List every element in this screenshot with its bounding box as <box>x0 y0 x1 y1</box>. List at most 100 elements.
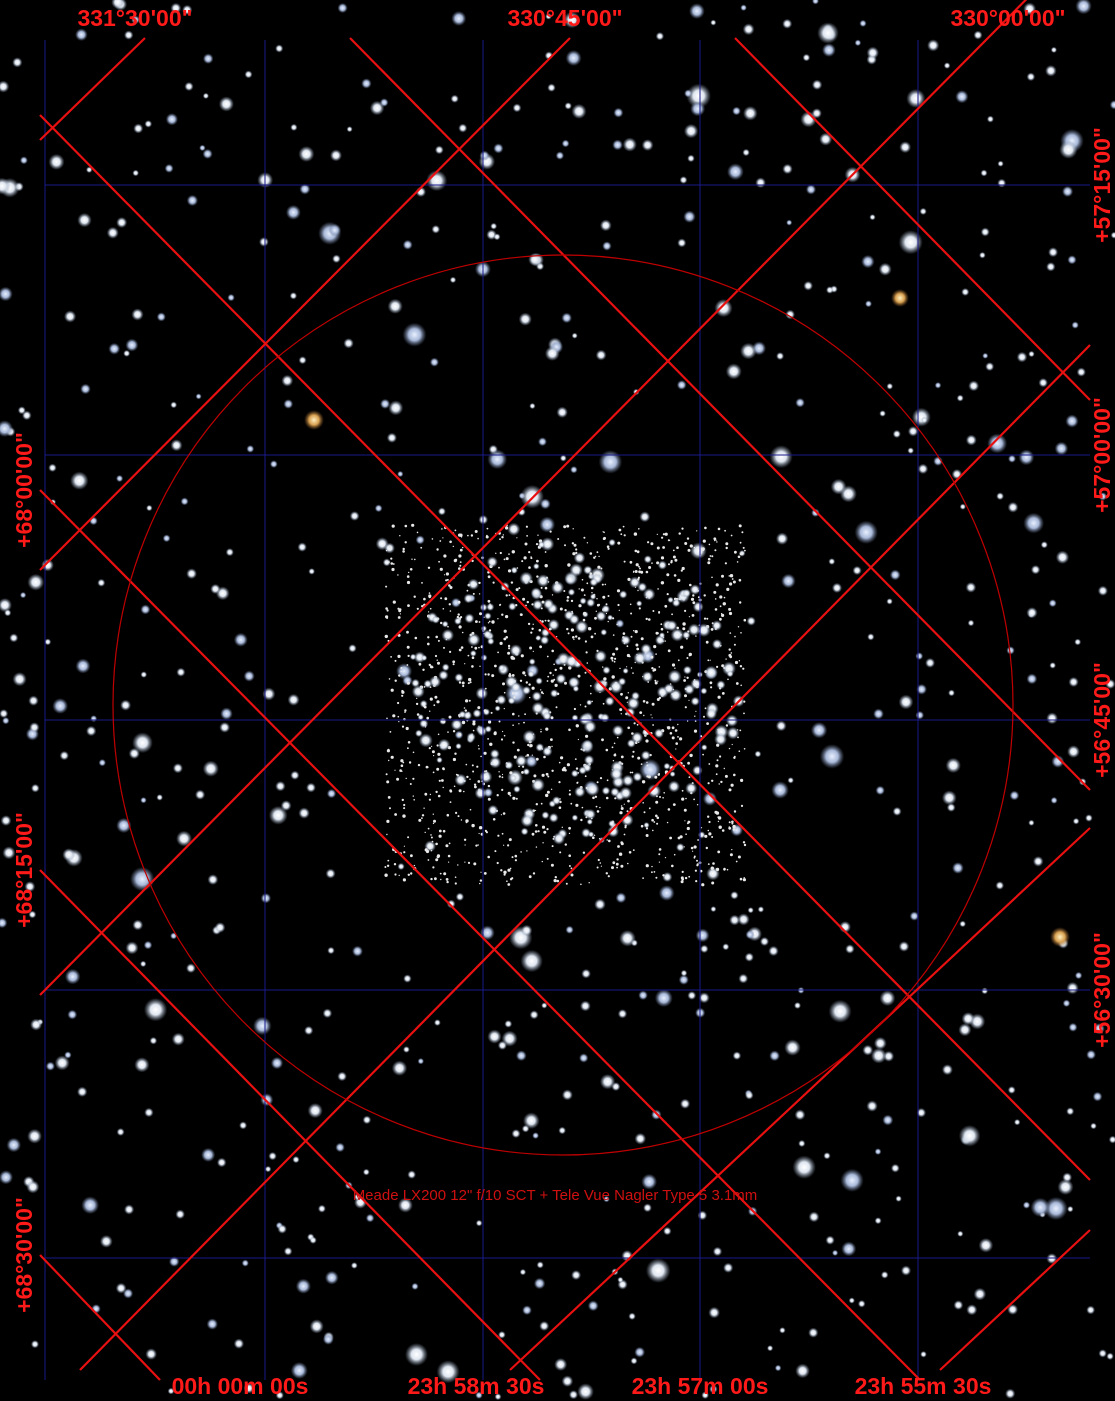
star <box>808 1327 819 1338</box>
cluster-star <box>540 635 550 645</box>
star <box>1106 1352 1114 1361</box>
cluster-star <box>546 857 549 860</box>
star <box>22 410 32 421</box>
star <box>594 898 606 911</box>
cluster-star <box>453 785 456 788</box>
cluster-star <box>421 605 424 608</box>
cluster-star <box>435 842 438 846</box>
cluster-star <box>578 604 582 608</box>
cluster-star <box>642 802 644 804</box>
star <box>826 286 834 294</box>
cluster-star <box>711 555 714 558</box>
cluster-star <box>735 860 738 863</box>
cluster-star <box>619 708 623 712</box>
cluster-star <box>612 634 615 636</box>
cluster-star <box>414 636 418 640</box>
star <box>857 1300 866 1308</box>
cluster-star <box>609 767 624 781</box>
cluster-star <box>668 563 670 566</box>
cluster-star <box>391 524 395 528</box>
star <box>663 1226 672 1236</box>
cluster-star <box>653 668 657 672</box>
cluster-star <box>591 592 593 594</box>
star <box>617 1276 624 1283</box>
cluster-star <box>732 580 736 584</box>
star <box>1005 1388 1016 1399</box>
cluster-star <box>411 558 413 560</box>
cluster-star <box>740 684 742 687</box>
cluster-star <box>473 862 477 866</box>
cluster-star <box>566 627 569 631</box>
cluster-star <box>455 743 462 750</box>
cluster-star <box>703 715 705 718</box>
cluster-star <box>400 667 403 669</box>
red-line <box>39 114 1091 1181</box>
star <box>874 1217 882 1225</box>
cluster-star <box>442 608 445 610</box>
cluster-star <box>554 876 557 879</box>
cluster-star <box>479 665 481 667</box>
star <box>785 309 795 320</box>
star <box>532 1132 539 1139</box>
star <box>326 788 337 799</box>
cluster-star <box>711 620 723 631</box>
cluster-star <box>570 867 573 870</box>
cluster-star <box>551 649 554 653</box>
cluster-star <box>489 756 502 769</box>
cluster-star <box>660 556 665 560</box>
star <box>898 694 914 710</box>
cluster-star <box>688 699 690 701</box>
star <box>561 1375 574 1387</box>
cluster-star <box>656 816 660 820</box>
star <box>275 781 286 792</box>
cluster-star <box>629 603 632 606</box>
cluster-star <box>387 796 391 799</box>
cluster-star <box>407 741 411 744</box>
cluster-star <box>437 661 440 665</box>
cluster-star <box>406 630 409 634</box>
star <box>890 1163 900 1173</box>
cluster-star <box>546 680 549 682</box>
star <box>130 866 155 892</box>
star <box>507 522 521 536</box>
cluster-star <box>421 582 423 584</box>
cluster-star <box>733 643 736 646</box>
cluster-star <box>616 736 619 739</box>
star <box>44 638 52 646</box>
star <box>536 1261 544 1269</box>
cluster-star <box>423 705 427 709</box>
star <box>210 583 221 595</box>
cluster-star <box>439 540 442 542</box>
cluster-star <box>671 726 675 730</box>
star <box>539 516 556 533</box>
cluster-star <box>505 615 509 619</box>
star <box>1086 1305 1096 1315</box>
star <box>812 0 819 5</box>
cluster-star <box>738 578 742 582</box>
cluster-star <box>633 630 635 632</box>
cluster-star <box>475 844 478 847</box>
cluster-star <box>531 778 545 792</box>
cluster-star <box>410 872 413 875</box>
cluster-star <box>500 738 504 741</box>
cluster-star <box>617 541 621 545</box>
star <box>769 445 793 469</box>
cluster-star <box>631 691 640 701</box>
star <box>1026 72 1036 82</box>
cluster-star <box>388 561 390 563</box>
cluster-star <box>639 567 641 570</box>
star <box>131 15 140 25</box>
star <box>1066 981 1079 995</box>
cluster-star <box>643 811 646 814</box>
star <box>403 974 412 983</box>
cluster-star <box>431 840 434 843</box>
cluster-star <box>572 685 580 692</box>
cluster-star <box>599 777 603 780</box>
cluster-star <box>596 551 599 554</box>
cluster-star <box>739 877 743 881</box>
cluster-star <box>666 573 670 577</box>
cluster-star <box>590 692 592 695</box>
cluster-star <box>477 844 479 846</box>
cluster-star <box>730 534 733 537</box>
